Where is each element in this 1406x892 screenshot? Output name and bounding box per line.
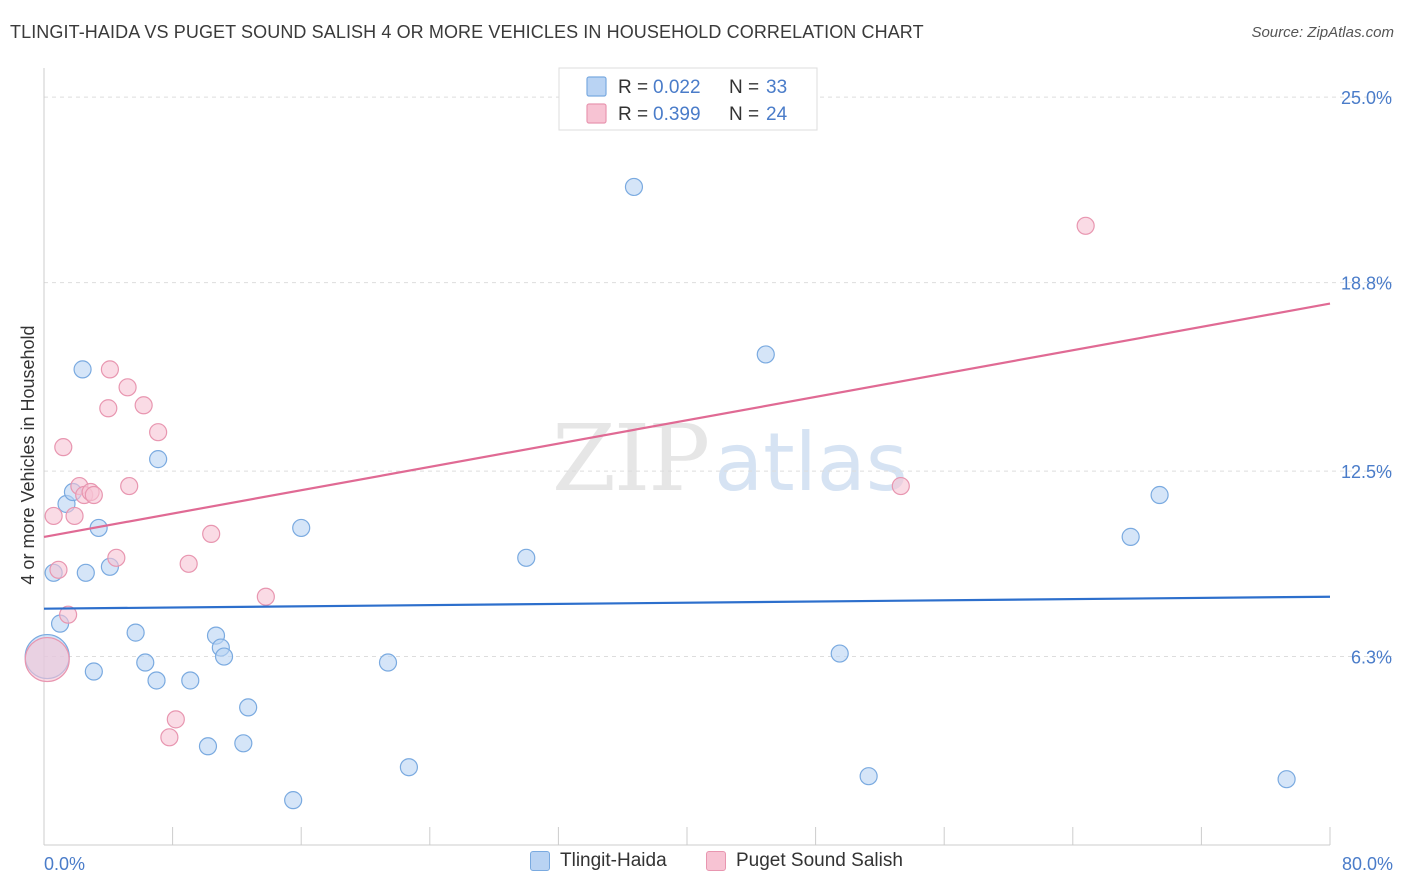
legend-swatch-blue [530,851,550,871]
legend-top-r-label-0: R = [618,77,648,98]
tlingit-haida-point-32 [1277,770,1296,789]
tlingit-haida-points [24,177,1296,810]
tlingit-haida-point-31 [1150,485,1169,505]
puget-sound-salish-point-14 [120,476,139,496]
puget-sound-salish-point-0 [24,636,70,683]
tlingit-haida-trend-line [43,595,1331,610]
legend-top: R = 0.022 N = 33 R = 0.399 N = 24 [558,67,818,131]
tlingit-haida-point-24 [399,758,419,777]
y-tick-label-3: 25.0% [1341,88,1392,108]
legend-item-tlingit-haida: Tlingit-Haida [530,850,667,872]
tlingit-haida-point-20 [239,698,258,717]
legend-label-puget-sound-salish: Puget Sound Salish [736,850,903,871]
y-tick-label-1: 12.5% [1341,462,1392,482]
legend-bottom: Tlingit-Haida Puget Sound Salish [0,850,1406,880]
tlingit-haida-point-14 [181,671,200,690]
puget-sound-salish-point-18 [166,710,185,729]
puget-sound-salish-point-22 [891,476,910,496]
puget-sound-salish-point-2 [49,560,68,579]
puget-sound-salish-point-23 [1076,216,1095,235]
puget-sound-salish-points [24,216,1095,747]
puget-sound-salish-point-15 [134,396,153,415]
tlingit-haida-point-7 [84,662,103,681]
tick-labels: 6.3% 12.5% 18.8% 25.0% 0.0% 80.0% [44,88,1393,874]
legend-top-r-value-0: 0.022 [653,77,701,98]
puget-sound-salish-point-11 [100,360,120,379]
puget-sound-salish-point-4 [59,605,78,624]
tlingit-haida-point-26 [624,177,644,197]
tlingit-haida-point-30 [1121,527,1140,546]
tlingit-haida-point-5 [73,360,92,379]
tlingit-haida-point-21 [284,791,303,810]
tlingit-haida-point-22 [292,518,311,538]
legend-label-tlingit-haida: Tlingit-Haida [560,850,667,871]
source-label: Source: ZipAtlas.com [1251,24,1394,41]
puget-sound-salish-point-13 [118,378,137,397]
legend-top-swatch-0 [586,76,607,97]
axes [43,68,1331,846]
x-tick-label-0: 0.0% [44,854,85,874]
puget-sound-salish-point-5 [65,506,84,526]
puget-sound-salish-point-20 [202,524,221,544]
puget-sound-salish-point-10 [99,399,118,418]
legend-top-n-label-0: N = [729,77,759,98]
tlingit-haida-point-12 [147,671,166,690]
y-tick-label-2: 18.8% [1341,274,1392,294]
puget-sound-salish-point-1 [44,506,63,526]
legend-swatch-pink [706,851,726,871]
tlingit-haida-point-25 [517,548,536,567]
legend-top-r-label-1: R = [618,104,648,125]
tlingit-haida-point-6 [76,563,95,582]
puget-sound-salish-point-12 [107,548,126,567]
tlingit-haida-point-18 [214,647,234,666]
tlingit-haida-point-27 [756,345,775,364]
tlingit-haida-point-28 [830,644,849,663]
trend-lines [43,302,1331,610]
tlingit-haida-point-10 [126,623,145,642]
tlingit-haida-point-15 [198,737,218,756]
watermark-atlas: atlas [714,416,908,509]
tlingit-haida-point-11 [136,653,155,672]
puget-sound-salish-point-21 [256,587,275,606]
tlingit-haida-point-23 [378,653,398,672]
puget-sound-salish-point-9 [84,485,103,505]
tlingit-haida-point-13 [149,450,168,469]
tlingit-haida-point-29 [859,767,878,786]
puget-sound-salish-trend-line [43,302,1331,538]
legend-top-r-value-1: 0.399 [653,104,701,125]
puget-sound-salish-point-17 [160,728,179,747]
legend-top-n-value-1: 24 [766,104,788,125]
tlingit-haida-point-19 [234,734,253,753]
puget-sound-salish-point-3 [54,438,73,457]
y-axis-label: 4 or more Vehicles in Household [18,325,38,584]
puget-sound-salish-point-16 [149,423,168,442]
y-tick-label-0: 6.3% [1351,648,1392,668]
legend-item-puget-sound-salish: Puget Sound Salish [706,850,903,872]
legend-top-n-value-0: 33 [766,77,787,98]
puget-sound-salish-point-19 [179,554,198,573]
legend-top-swatch-1 [586,103,607,124]
chart-title: TLINGIT-HAIDA VS PUGET SOUND SALISH 4 OR… [10,22,924,42]
x-tick-label-1: 80.0% [1342,854,1393,874]
watermark: ZIPatlas [552,405,908,512]
watermark-zip: ZIP [552,405,710,512]
grid [44,96,1395,658]
legend-top-n-label-1: N = [729,104,759,125]
